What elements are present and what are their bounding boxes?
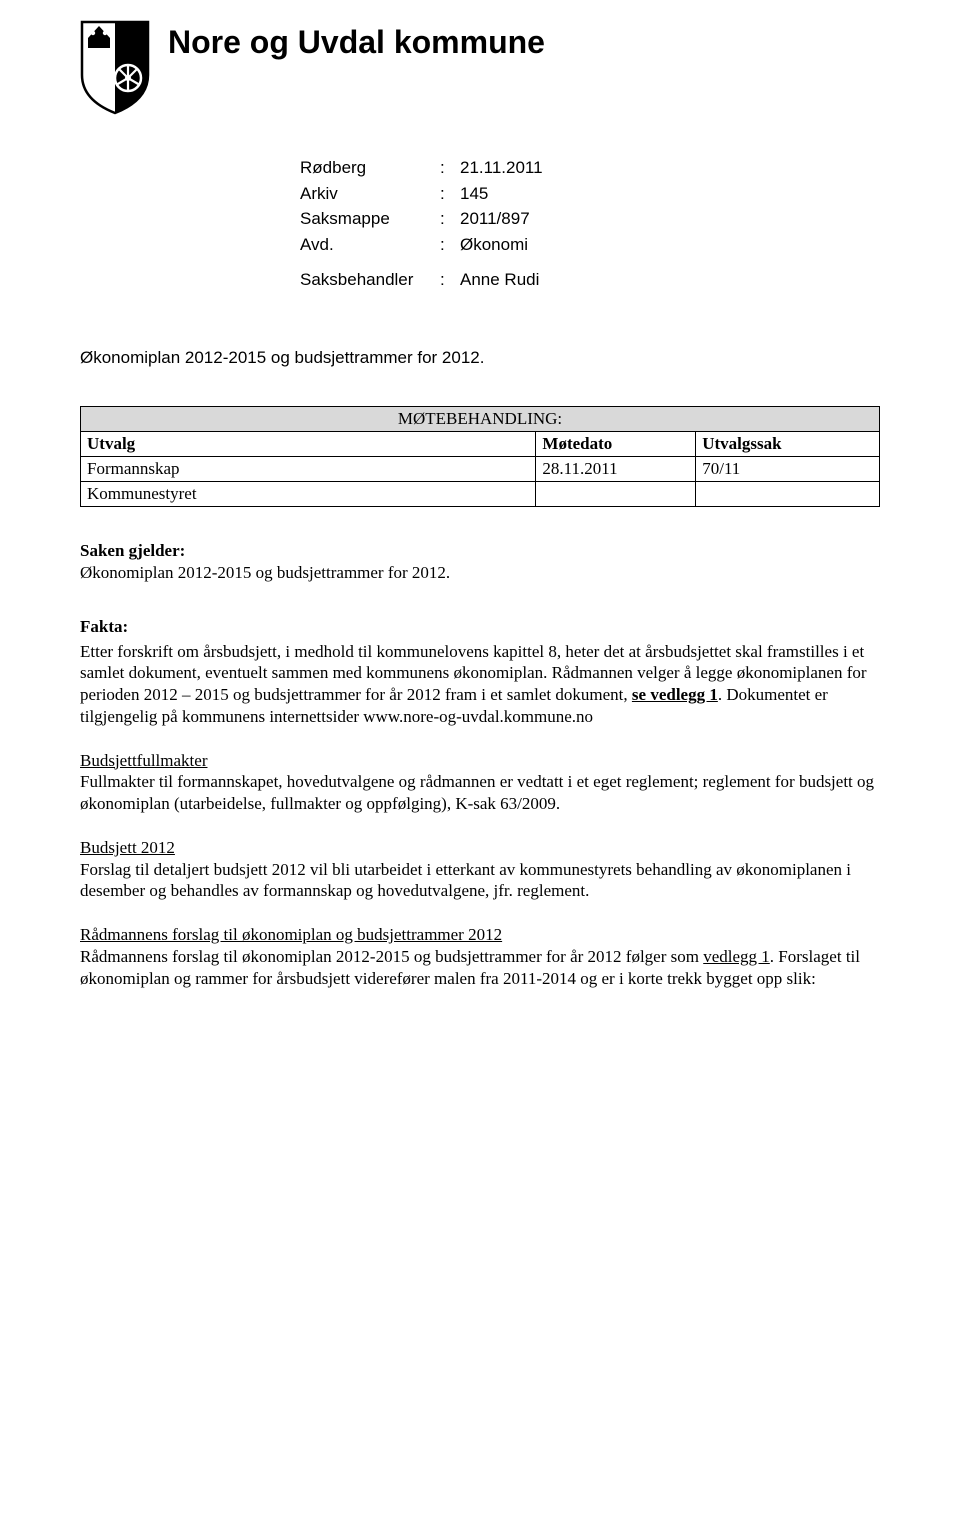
meta-value: Økonomi	[460, 232, 528, 258]
col-motedato: Møtedato	[536, 431, 696, 456]
budsjettfullmakter-text: Fullmakter til formannskapet, hovedutval…	[80, 772, 874, 813]
case-metadata: Rødberg : 21.11.2011 Arkiv : 145 Saksmap…	[300, 155, 880, 293]
meta-row: Arkiv : 145	[300, 181, 880, 207]
table-row: Formannskap 28.11.2011 70/11	[81, 456, 880, 481]
radmannen-text-a: Rådmannens forslag til økonomiplan 2012-…	[80, 947, 703, 966]
meta-colon: :	[440, 267, 460, 293]
saken-gjelder-label: Saken gjelder:	[80, 541, 880, 561]
cell-utvalgssak	[696, 481, 880, 506]
meta-row: Saksbehandler : Anne Rudi	[300, 267, 880, 293]
meta-row: Saksmappe : 2011/897	[300, 206, 880, 232]
col-utvalg: Utvalg	[81, 431, 536, 456]
cell-utvalg: Kommunestyret	[81, 481, 536, 506]
budsjett2012-paragraph: Budsjett 2012 Forslag til detaljert buds…	[80, 837, 880, 902]
vedlegg-reference: se vedlegg 1	[632, 685, 718, 704]
meta-row: Rødberg : 21.11.2011	[300, 155, 880, 181]
vedlegg-reference: vedlegg 1	[703, 947, 770, 966]
meta-value: 145	[460, 181, 488, 207]
cell-motedato	[536, 481, 696, 506]
meta-label: Saksmappe	[300, 206, 440, 232]
meta-colon: :	[440, 206, 460, 232]
table-row: Kommunestyret	[81, 481, 880, 506]
table-header-row: MØTEBEHANDLING:	[81, 406, 880, 431]
radmannen-heading: Rådmannens forslag til økonomiplan og bu…	[80, 925, 502, 944]
meeting-table: MØTEBEHANDLING: Utvalg Møtedato Utvalgss…	[80, 406, 880, 507]
meta-label: Rødberg	[300, 155, 440, 181]
meta-label: Avd.	[300, 232, 440, 258]
document-page: Nore og Uvdal kommune Rødberg : 21.11.20…	[0, 0, 960, 1029]
meeting-header-cell: MØTEBEHANDLING:	[81, 406, 880, 431]
table-columns-row: Utvalg Møtedato Utvalgssak	[81, 431, 880, 456]
meta-colon: :	[440, 232, 460, 258]
cell-motedato: 28.11.2011	[536, 456, 696, 481]
budsjettfullmakter-heading: Budsjettfullmakter	[80, 751, 207, 770]
budsjettfullmakter-paragraph: Budsjettfullmakter Fullmakter til forman…	[80, 750, 880, 815]
meta-colon: :	[440, 181, 460, 207]
municipality-logo-icon	[80, 20, 150, 115]
case-title: Økonomiplan 2012-2015 og budsjettrammer …	[80, 348, 880, 368]
meta-value: 21.11.2011	[460, 155, 543, 181]
radmannen-paragraph: Rådmannens forslag til økonomiplan og bu…	[80, 924, 880, 989]
meta-row: Avd. : Økonomi	[300, 232, 880, 258]
cell-utvalgssak: 70/11	[696, 456, 880, 481]
fakta-label: Fakta:	[80, 617, 880, 637]
budsjett2012-heading: Budsjett 2012	[80, 838, 175, 857]
col-utvalgssak: Utvalgssak	[696, 431, 880, 456]
meta-label: Arkiv	[300, 181, 440, 207]
saken-gjelder-text: Økonomiplan 2012-2015 og budsjettrammer …	[80, 563, 880, 583]
meta-value: 2011/897	[460, 206, 530, 232]
meta-colon: :	[440, 155, 460, 181]
meta-value: Anne Rudi	[460, 267, 539, 293]
budsjett2012-text: Forslag til detaljert budsjett 2012 vil …	[80, 860, 851, 901]
meta-label: Saksbehandler	[300, 267, 440, 293]
header: Nore og Uvdal kommune	[80, 20, 880, 115]
organization-name: Nore og Uvdal kommune	[168, 24, 545, 61]
cell-utvalg: Formannskap	[81, 456, 536, 481]
fakta-paragraph: Etter forskrift om årsbudsjett, i medhol…	[80, 641, 880, 728]
